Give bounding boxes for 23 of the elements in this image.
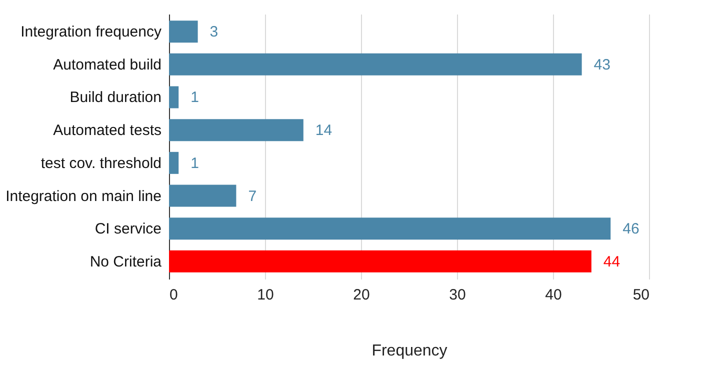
data-label: 14 [315,122,332,140]
y-tick-label: Automated build [53,56,162,74]
y-tick-label: Integration on main line [6,188,162,205]
y-tick-label: Automated tests [53,122,162,140]
x-axis-title: Frequency [372,342,448,360]
x-tick-label: 10 [257,286,274,304]
y-tick-label: No Criteria [90,253,162,270]
data-label: 7 [248,188,257,205]
y-tick-label: Build duration [70,89,162,106]
data-label: 1 [190,154,199,172]
x-tick-label: 40 [545,286,562,304]
x-tick-label: 0 [170,286,178,304]
x-tick-label: 30 [449,286,466,304]
data-label: 46 [622,220,640,238]
data-label: 1 [190,89,199,106]
y-tick-label: test cov. threshold [40,154,162,172]
y-tick-label: Integration frequency [20,24,162,41]
data-label: 3 [210,24,218,41]
data-label: 43 [594,56,610,74]
x-tick-label: 50 [632,286,650,304]
data-label: 44 [603,253,620,270]
y-tick-label: CI service [94,220,162,238]
x-tick-label: 20 [353,286,370,304]
